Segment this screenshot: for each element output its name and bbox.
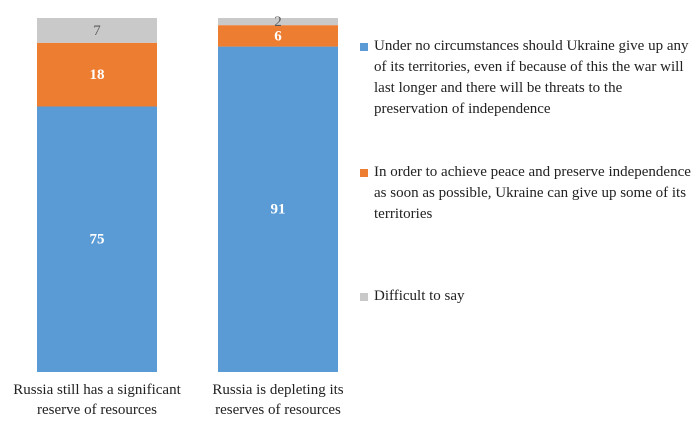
legend-item-difficult-to-say: Difficult to say bbox=[360, 286, 695, 307]
bars-group bbox=[37, 18, 338, 373]
category-label-1-line-1: Russia still has a significant bbox=[13, 382, 181, 398]
data-label-no-concessions-2: 91 bbox=[271, 202, 286, 218]
legend-label-give-up-territories: In order to achieve peace and preserve i… bbox=[374, 164, 691, 222]
legend-swatch-no-concessions bbox=[360, 43, 368, 51]
legend-item-no-concessions: Under no circumstances should Ukraine gi… bbox=[360, 36, 695, 120]
bar-segment-give-up-territories-1 bbox=[37, 42, 157, 107]
data-label-give-up-territories-2: 6 bbox=[274, 28, 282, 44]
category-label-2-line-2: reserves of resources bbox=[215, 402, 341, 418]
category-label-2-line-1: Russia is depleting its bbox=[212, 382, 343, 398]
category-label-1-line-2: reserve of resources bbox=[37, 402, 157, 418]
legend-label-difficult-to-say: Difficult to say bbox=[374, 288, 465, 304]
bar-segment-difficult-to-say-2 bbox=[218, 18, 338, 26]
data-label-difficult-to-say-2: 2 bbox=[274, 14, 282, 30]
bar-segment-no-concessions-2 bbox=[218, 46, 338, 373]
legend-swatch-difficult-to-say bbox=[360, 293, 368, 301]
data-label-no-concessions-1: 75 bbox=[90, 232, 105, 248]
bar-segment-difficult-to-say-1 bbox=[37, 18, 157, 43]
data-labels-group: 75 18 7 91 62 bbox=[90, 14, 286, 248]
legend-swatch-give-up-territories bbox=[360, 169, 368, 177]
category-labels-group: Russia still has a significant reserve of… bbox=[13, 382, 344, 418]
data-label-difficult-to-say-1: 7 bbox=[93, 23, 101, 39]
bar-segment-no-concessions-1 bbox=[37, 106, 157, 372]
data-label-give-up-territories-1: 18 bbox=[90, 67, 105, 83]
legend-item-give-up-territories: In order to achieve peace and preserve i… bbox=[360, 162, 695, 225]
bar-segment-give-up-territories-2 bbox=[218, 25, 338, 47]
legend-label-no-concessions: Under no circumstances should Ukraine gi… bbox=[374, 38, 689, 117]
